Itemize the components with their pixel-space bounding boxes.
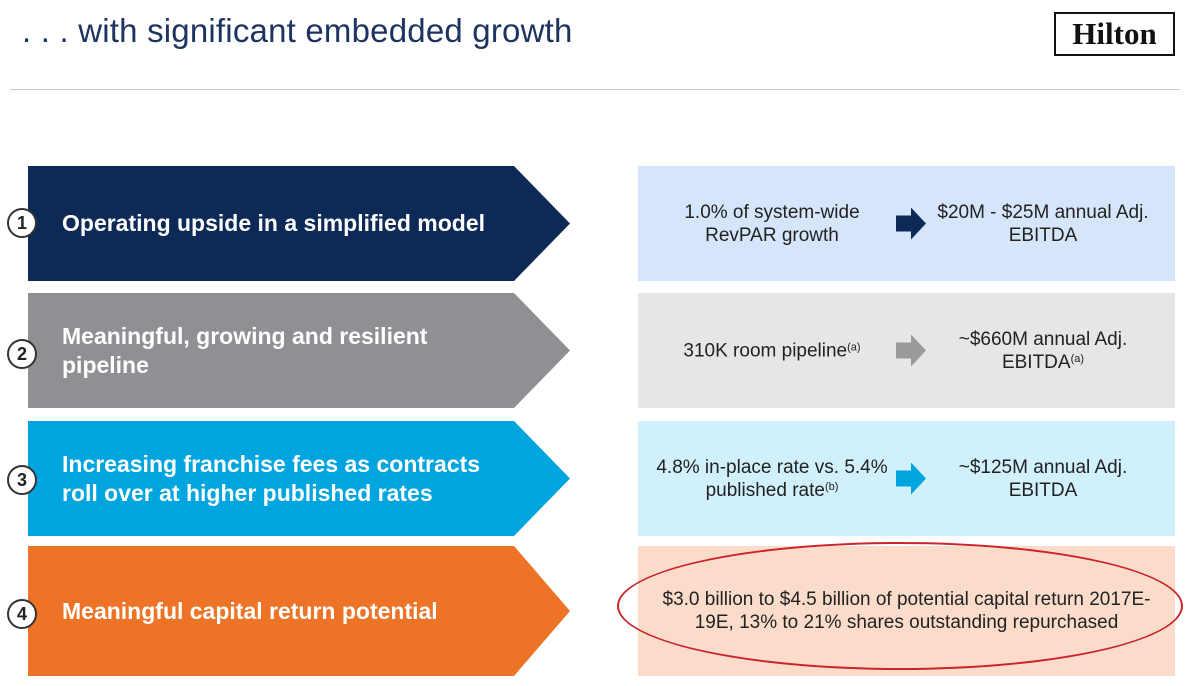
detail-right-1: $20M - $25M annual Adj. EBITDA	[937, 201, 1149, 246]
detail-left-2: 310K room pipeline(a)	[683, 340, 861, 361]
step-number-1: 1	[7, 208, 37, 238]
detail-right-3: ~$125M annual Adj. EBITDA	[958, 456, 1128, 501]
right-arrow-icon	[896, 207, 926, 240]
step-number-4: 4	[7, 599, 37, 629]
chevron-label-4: Meaningful capital return potential	[62, 597, 438, 624]
detail-box-1: 1.0% of system-wide RevPAR growth $20M -…	[638, 166, 1175, 281]
chevron-banner-3: Increasing franchise fees as contracts r…	[28, 421, 570, 536]
chevron-banner-2: Meaningful, growing and resilient pipeli…	[28, 293, 570, 408]
header-divider	[10, 89, 1180, 90]
chevron-label-3: Increasing franchise fees as contracts r…	[62, 450, 481, 506]
highlight-ellipse	[617, 542, 1183, 670]
chevron-banner-1: Operating upside in a simplified model	[28, 166, 570, 281]
chevron-label-2: Meaningful, growing and resilient pipeli…	[62, 322, 428, 378]
step-number-2: 2	[7, 339, 37, 369]
chevron-label-1: Operating upside in a simplified model	[62, 210, 486, 236]
detail-box-2: 310K room pipeline(a) ~$660M annual Adj.…	[638, 293, 1175, 408]
step-number-3: 3	[7, 465, 37, 495]
chevron-banner-4: Meaningful capital return potential	[28, 546, 570, 676]
growth-row-3: Increasing franchise fees as contracts r…	[0, 421, 1185, 536]
page-title: . . . with significant embedded growth	[22, 12, 573, 49]
right-arrow-icon	[896, 462, 926, 495]
hilton-logo: Hilton	[1054, 12, 1175, 56]
growth-row-1: Operating upside in a simplified model 1…	[0, 166, 1185, 281]
detail-left-3: 4.8% in-place rate vs. 5.4% published ra…	[656, 456, 888, 501]
detail-left-1: 1.0% of system-wide RevPAR growth	[684, 201, 860, 246]
detail-box-3: 4.8% in-place rate vs. 5.4% published ra…	[638, 421, 1175, 536]
detail-right-2: ~$660M annual Adj. EBITDA(a)	[958, 328, 1128, 373]
growth-row-2: Meaningful, growing and resilient pipeli…	[0, 293, 1185, 408]
right-arrow-icon	[896, 334, 926, 367]
